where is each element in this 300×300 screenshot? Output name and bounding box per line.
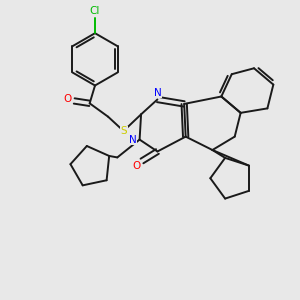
Text: N: N bbox=[129, 135, 137, 145]
Text: O: O bbox=[64, 94, 72, 104]
Text: Cl: Cl bbox=[90, 6, 100, 16]
Text: O: O bbox=[133, 161, 141, 171]
Text: N: N bbox=[154, 88, 161, 98]
Text: S: S bbox=[121, 126, 127, 136]
